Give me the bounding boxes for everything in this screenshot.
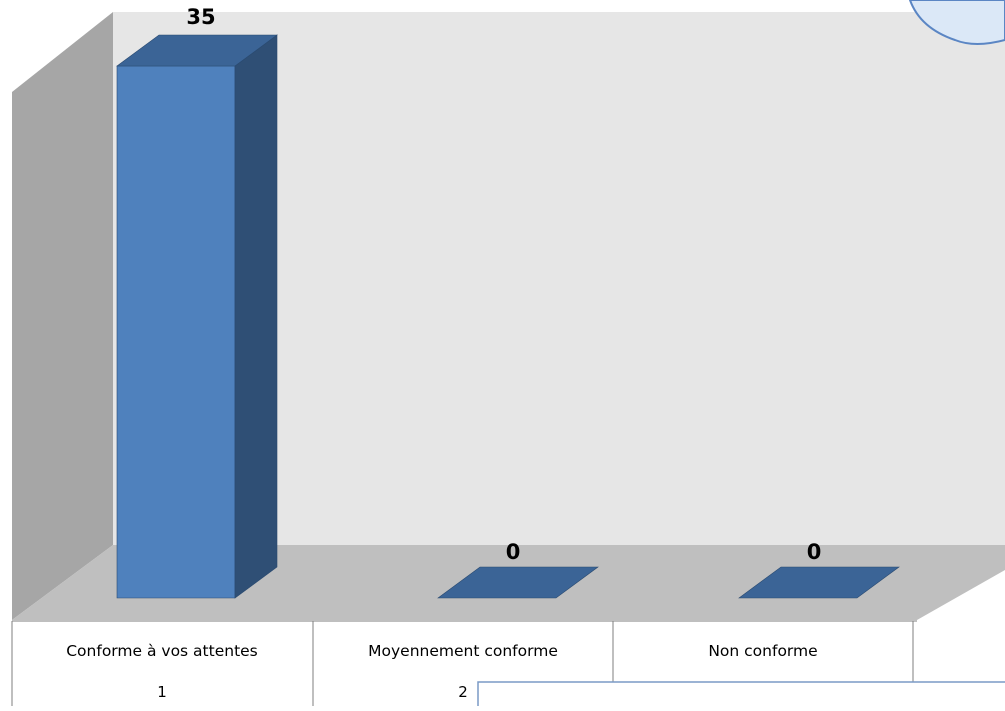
category-index-2: 2 <box>458 683 468 701</box>
labels-layer: 35 0 0 <box>186 5 821 564</box>
category-label-1: Conforme à vos attentes <box>66 642 258 660</box>
bar-top-3 <box>738 566 900 599</box>
bar-1 <box>116 34 278 599</box>
bar-top-2 <box>437 566 599 599</box>
callout-bubble <box>908 0 1005 45</box>
data-label-1: 35 <box>186 5 215 29</box>
bar-front-1 <box>116 65 236 599</box>
category-label-2: Moyennement conforme <box>368 642 558 660</box>
back-wall <box>113 12 1005 545</box>
data-label-3: 0 <box>807 540 822 564</box>
data-label-2: 0 <box>506 540 521 564</box>
category-table: Conforme à vos attentes Moyennement conf… <box>11 620 917 706</box>
side-wall <box>12 12 113 620</box>
bar-top-1 <box>116 34 278 67</box>
category-index-1: 1 <box>157 683 167 701</box>
bar-side-1 <box>234 34 278 599</box>
category-label-3: Non conforme <box>708 642 817 660</box>
bars-layer <box>116 34 900 599</box>
bar-2 <box>437 566 599 599</box>
overlay-panel <box>477 681 1005 711</box>
bar-3 <box>738 566 900 599</box>
